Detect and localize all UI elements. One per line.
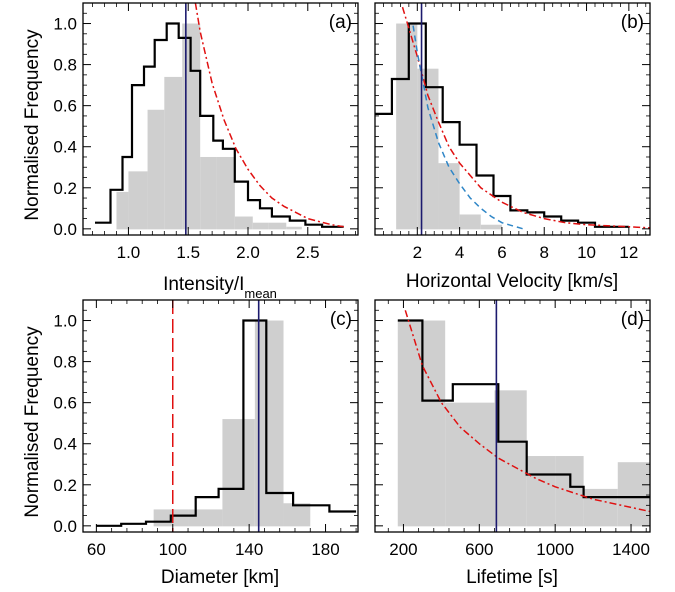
panel-b-fit-curve-2	[412, 25, 524, 230]
panel-c-step-histogram	[96, 319, 357, 527]
panel-b-frame	[374, 2, 651, 236]
panel-c-ytick-label: 0.0	[53, 517, 77, 536]
panel-a-label: (a)	[329, 12, 352, 33]
panel-a-grey-bar	[164, 76, 183, 230]
panel-a-ytick-label: 0.8	[53, 56, 77, 75]
panel-a-grey-bar	[268, 222, 287, 230]
panel-b-grey-bar	[396, 23, 418, 230]
panel-d-xtick-label: 600	[465, 540, 493, 559]
panel-a-grey-bar	[286, 226, 302, 230]
panel-d-frame	[374, 299, 651, 533]
panel-a-grey-bar	[128, 171, 148, 230]
panel-c-grey-bar	[188, 509, 223, 527]
panel-c-ytick-label: 1.0	[53, 312, 77, 331]
panel-d-fit-curve-1	[404, 310, 651, 513]
panel-c-label: (c)	[330, 309, 352, 330]
panel-b-grey-bar	[438, 163, 460, 230]
panel-b-grey-bar	[459, 214, 481, 230]
panel-b-xtick-label: 12	[619, 243, 638, 262]
panel-c-xtick-label: 60	[87, 540, 106, 559]
panel-b-xtick-label: 10	[577, 243, 596, 262]
panel-b: Horizontal Velocity [km/s] 2 4 6 8 10 12 (b)	[374, 2, 651, 292]
panel-d: Lifetime [s] 200 600 1000 1400 (d)	[374, 299, 651, 588]
panel-c-ytick-label: 0.8	[53, 353, 77, 372]
panel-a-xlabel: Intensity/Imean	[163, 274, 277, 301]
panel-c-xtick-label: 140	[235, 540, 263, 559]
panel-a-ytick-label: 0.2	[53, 179, 77, 198]
panel-a-grey-bar	[216, 156, 235, 230]
panel-d-xlabel: Lifetime [s]	[466, 567, 558, 588]
panel-d-label: (d)	[621, 309, 644, 330]
panel-a-xtick-label: 2.0	[236, 243, 260, 262]
panel-a-xtick-label: 1.5	[176, 243, 200, 262]
panel-a-grey-bar	[234, 216, 253, 230]
panel-b-xtick-label: 2	[413, 243, 422, 262]
panel-b-label: (b)	[621, 12, 644, 33]
panel-d-xtick-label: 200	[389, 540, 417, 559]
y-axis-label-bottom: Normalised Frequency	[22, 326, 43, 518]
panel-b-xtick-label: 6	[497, 243, 506, 262]
panel-a-grey-bar	[182, 23, 201, 230]
panel-c-frame	[82, 299, 359, 533]
panel-c-ytick-label: 0.4	[53, 435, 77, 454]
panel-b-xtick-label: 8	[539, 243, 548, 262]
panel-d-grey-bar	[617, 462, 650, 527]
panel-d-xtick-label: 1000	[536, 540, 574, 559]
panel-a: Intensity/Imean 1.0 1.5 2.0 2.5 0.0 0.2 0.4 0.6…	[53, 2, 359, 301]
panel-a-grey-bar	[252, 222, 269, 230]
panel-b-xlabel: Horizontal Velocity [km/s]	[406, 271, 618, 292]
panel-d-grey-bar	[445, 402, 495, 527]
panel-a-grey-bar	[200, 156, 217, 230]
panel-a-step-histogram	[95, 22, 344, 228]
panel-d-grey-bar	[526, 456, 556, 527]
panel-a-xtick-label: 1.0	[117, 243, 141, 262]
panel-d-grey-bar	[583, 488, 618, 527]
panel-c-ytick-label: 0.6	[53, 394, 77, 413]
panel-c-ytick-label: 0.2	[53, 476, 77, 495]
panel-c-xtick-label: 100	[159, 540, 187, 559]
panel-b-fit-curve-1	[401, 6, 651, 229]
panel-a-ytick-label: 1.0	[53, 15, 77, 34]
panel-c-xlabel: Diameter [km]	[161, 567, 279, 588]
panel-c-grey-bar	[283, 503, 311, 527]
panel-a-ytick-label: 0.6	[53, 97, 77, 116]
panel-a-ytick-label: 0.0	[53, 220, 77, 239]
panel-d-step-histogram	[397, 319, 650, 499]
panel-a-grey-bar	[147, 109, 165, 230]
panel-a-frame	[82, 2, 359, 236]
panel-c-grey-bar	[222, 419, 255, 527]
panel-a-grey-bar	[116, 191, 129, 230]
panel-b-grey-bar	[417, 68, 439, 230]
panel-a-xtick-label: 2.5	[296, 243, 320, 262]
panel-c: Diameter [km] 60 100 140 180 0.0 0.2 0.4 0.6 0.8…	[53, 299, 359, 588]
panel-a-ytick-label: 0.4	[53, 138, 77, 157]
panel-c-xtick-label: 180	[311, 540, 339, 559]
panel-b-xtick-label: 4	[455, 243, 464, 262]
panel-b-grey-bar	[480, 224, 502, 230]
panel-d-xtick-label: 1400	[612, 540, 650, 559]
panel-a-xlabel-subscript: mean	[244, 286, 277, 301]
y-axis-label-top: Normalised Frequency	[22, 29, 43, 221]
